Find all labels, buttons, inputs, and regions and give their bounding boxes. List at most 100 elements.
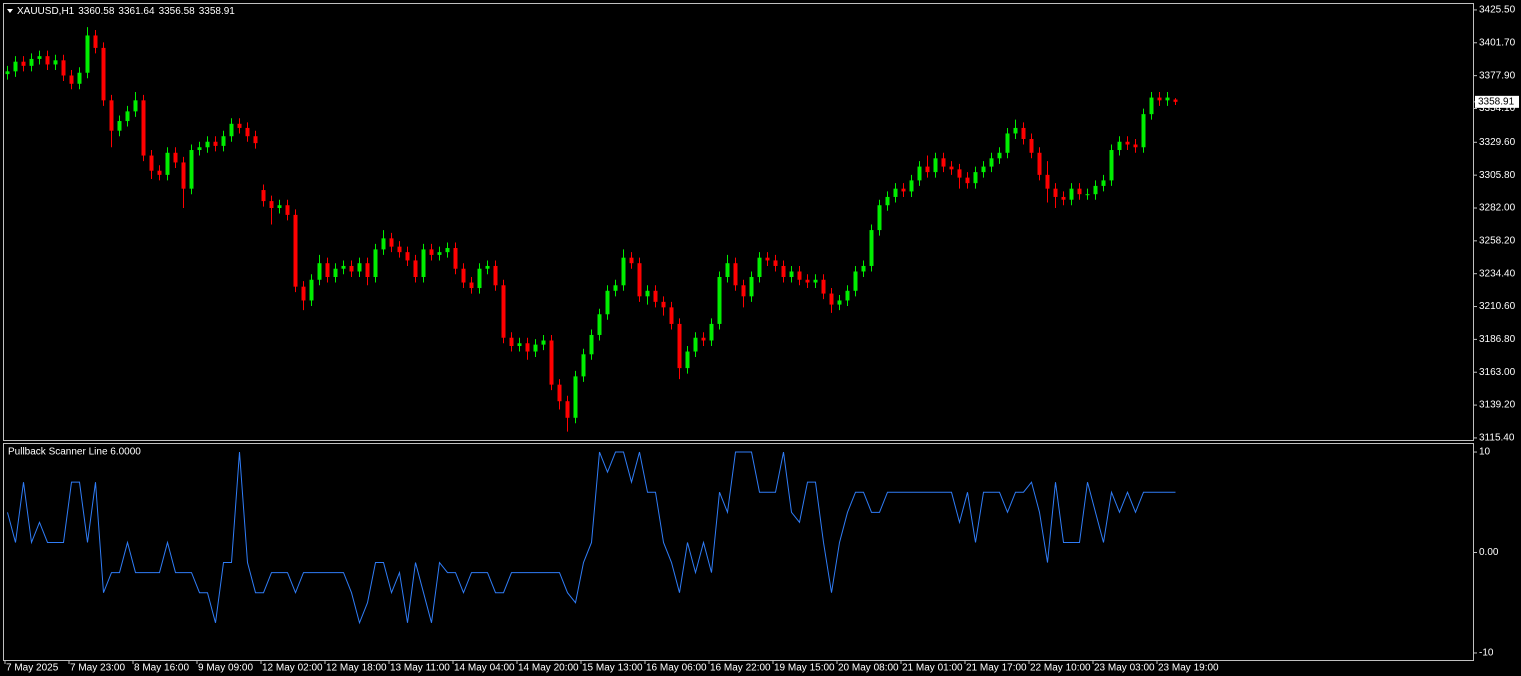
candle-body	[1037, 152, 1042, 175]
candle-body	[733, 263, 738, 286]
candle-body	[613, 285, 618, 291]
x-tick-label: 16 May 06:00	[646, 663, 707, 674]
candle-body	[797, 271, 802, 280]
candle-body	[461, 268, 466, 283]
candle-body	[389, 238, 394, 247]
candle-body	[765, 257, 770, 261]
candle-body	[541, 340, 546, 345]
candle-body	[645, 290, 650, 297]
candle-body	[509, 337, 514, 347]
candle-body	[957, 169, 962, 178]
candle-body	[1029, 138, 1034, 153]
candle-body	[805, 279, 810, 283]
y-tick-label: 3210.60	[1479, 301, 1516, 312]
candle-body	[189, 150, 194, 189]
candle-body	[453, 248, 458, 269]
candle-body	[437, 252, 442, 255]
candle-body	[1125, 141, 1130, 145]
candle-body	[53, 60, 58, 65]
candle-body	[333, 268, 338, 278]
candle-body	[29, 58, 34, 66]
candle-body	[709, 323, 714, 341]
y-tick-label: -10	[1479, 648, 1494, 659]
y-tick-label: 3258.20	[1479, 235, 1516, 246]
x-tick-label: 22 May 10:00	[1030, 663, 1091, 674]
candle-body	[1053, 188, 1058, 197]
x-tick-label: 8 May 16:00	[134, 663, 189, 674]
candle-body	[621, 257, 626, 286]
candle-body	[1069, 188, 1074, 200]
candle-body	[605, 290, 610, 315]
candle-body	[781, 265, 786, 278]
x-tick-label: 13 May 11:00	[390, 663, 450, 674]
candle-body	[181, 162, 186, 189]
candle-body	[1045, 174, 1050, 189]
y-tick-label: 3163.00	[1479, 367, 1516, 378]
x-tick-label: 14 May 04:00	[454, 663, 515, 674]
candle-body	[661, 301, 666, 308]
candle-body	[397, 246, 402, 253]
candle-body	[557, 384, 562, 402]
candle-body	[429, 249, 434, 255]
candle-body	[1013, 127, 1018, 134]
candle-body	[701, 337, 706, 341]
x-tick-label: 21 May 01:00	[902, 663, 963, 674]
candle-body	[573, 376, 578, 418]
candle-body	[845, 290, 850, 301]
ohlc-value: 3358.91	[199, 6, 236, 17]
candle-body	[861, 265, 866, 272]
candle-body	[381, 238, 386, 250]
y-tick-label: 3282.00	[1479, 203, 1516, 214]
y-tick-label: 3139.20	[1479, 400, 1516, 411]
candle-body	[837, 300, 842, 305]
x-tick-label: 15 May 13:00	[582, 663, 643, 674]
candle-body	[1005, 133, 1010, 153]
candle-body	[37, 56, 42, 59]
candle-body	[349, 265, 354, 272]
candle-body	[317, 263, 322, 280]
candle-body	[597, 314, 602, 335]
candle-body	[669, 307, 674, 324]
candle-body	[77, 72, 82, 84]
x-tick-label: 23 May 03:00	[1094, 663, 1155, 674]
candle-body	[941, 158, 946, 167]
x-tick-label: 19 May 15:00	[774, 663, 835, 674]
candle-body	[21, 61, 26, 66]
candle-body	[917, 166, 922, 181]
candle-body	[1173, 99, 1178, 102]
candle-body	[269, 201, 274, 208]
candle-body	[173, 152, 178, 163]
candle-body	[1165, 97, 1170, 101]
candle-body	[749, 277, 754, 297]
candle-body	[581, 354, 586, 377]
candle-body	[829, 293, 834, 305]
candle-body	[1021, 127, 1026, 139]
ohlc-value: 3361.64	[118, 6, 155, 17]
candle-body	[637, 263, 642, 297]
candle-body	[205, 141, 210, 148]
candle-body	[813, 279, 818, 283]
candle-body	[1141, 114, 1146, 148]
candle-body	[981, 166, 986, 173]
x-tick-label: 7 May 2025	[6, 663, 59, 674]
candle-body	[1061, 196, 1066, 200]
candle-body	[893, 188, 898, 197]
candle-body	[85, 35, 90, 73]
indicator-line	[7, 451, 1176, 625]
candle-body	[341, 265, 346, 269]
y-tick-label: 3425.50	[1479, 5, 1516, 16]
y-tick-label: 3354.10	[1479, 103, 1516, 114]
candle-body	[1149, 97, 1154, 115]
symbol-menu-arrow[interactable]	[7, 9, 13, 13]
candle-body	[165, 152, 170, 175]
candle-body	[405, 252, 410, 261]
candle-body	[277, 205, 282, 208]
candle-body	[533, 344, 538, 352]
candle-body	[253, 136, 258, 144]
x-tick-label: 12 May 02:00	[262, 663, 323, 674]
candle-body	[109, 100, 114, 131]
candle-body	[229, 123, 234, 137]
candle-body	[869, 230, 874, 266]
indicator-panel	[3, 443, 1474, 661]
